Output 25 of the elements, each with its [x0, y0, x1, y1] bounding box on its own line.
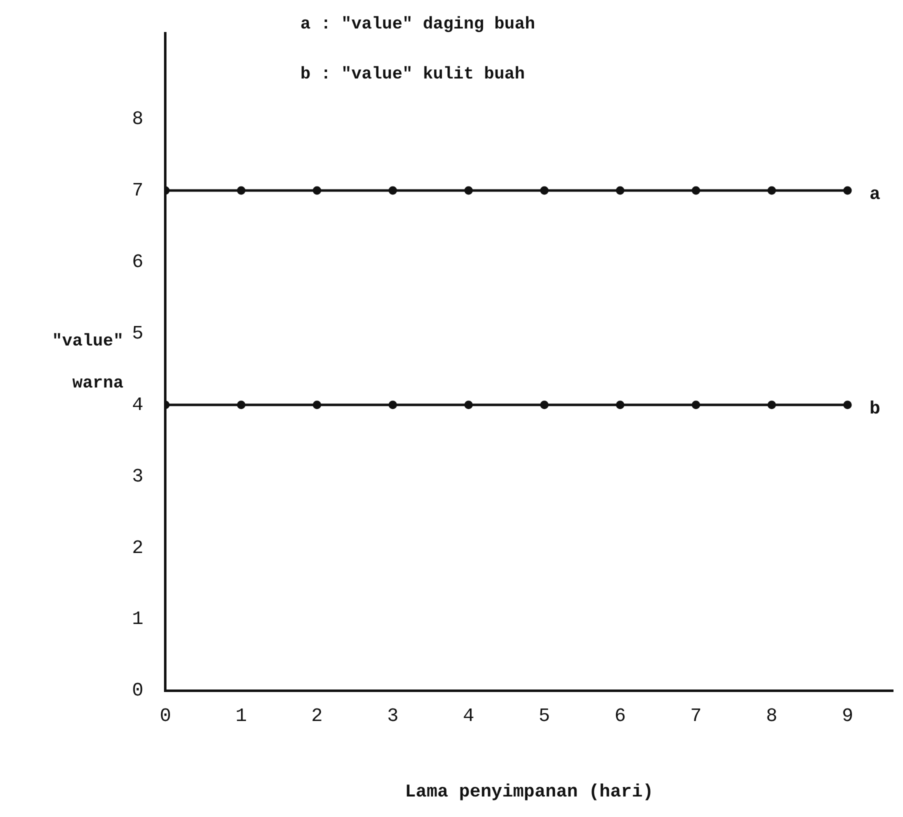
y-tick-label: 3: [132, 465, 144, 488]
x-tick-label: 7: [690, 705, 702, 728]
y-tick-label: 5: [132, 322, 144, 344]
x-tick-label: 2: [311, 705, 323, 728]
x-tick-label: 4: [462, 705, 474, 728]
series-label: b: [870, 399, 880, 420]
annotation: a : "value" daging buah: [300, 15, 536, 34]
x-tick-label: 8: [766, 705, 778, 728]
x-tick-label: 6: [614, 705, 626, 728]
y-tick-label: 7: [132, 180, 144, 202]
y-tick-label: 4: [132, 394, 144, 416]
text: "value" warna: [52, 332, 124, 394]
x-tick-label: 1: [235, 705, 247, 728]
x-tick-label: 0: [160, 705, 172, 728]
series-label: a: [870, 185, 881, 206]
y-tick-label: 2: [132, 536, 144, 559]
x-tick-label: 3: [387, 705, 398, 728]
y-tick-label: 6: [132, 251, 144, 274]
x-tick-label: 9: [842, 705, 854, 728]
y-tick-label: 0: [132, 680, 144, 702]
x-tick-label: 5: [538, 705, 550, 728]
y-tick-label: 1: [132, 608, 144, 630]
x-axis-title: Lama penyimpanan (hari): [404, 782, 654, 803]
y-tick-label: 8: [132, 108, 144, 130]
annotation: b : "value" kulit buah: [300, 65, 525, 84]
